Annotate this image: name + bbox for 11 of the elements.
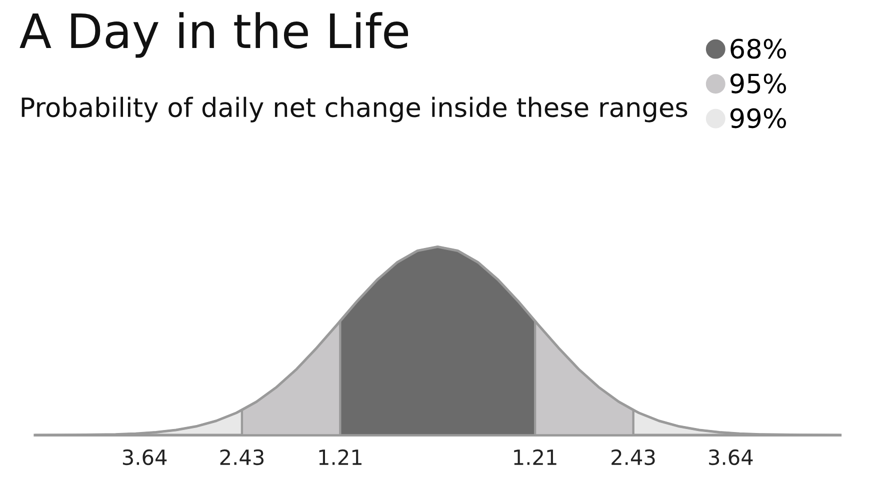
chart-title: A Day in the Life (20, 12, 408, 58)
x-tick-label: 3.64 (709, 449, 753, 466)
x-tick-label: 3.64 (122, 449, 167, 466)
legend-label: 68% (730, 38, 786, 59)
x-tick-label: 2.43 (220, 449, 264, 466)
legend-label: 99% (730, 108, 786, 128)
x-tick-label: 1.21 (319, 449, 362, 465)
chart-subtitle: Probability of daily net change inside these ranges (22, 96, 688, 122)
legend-label: 95% (730, 74, 786, 94)
x-tick-label: 2.43 (612, 449, 655, 466)
x-tick-label: 1.21 (514, 449, 556, 465)
